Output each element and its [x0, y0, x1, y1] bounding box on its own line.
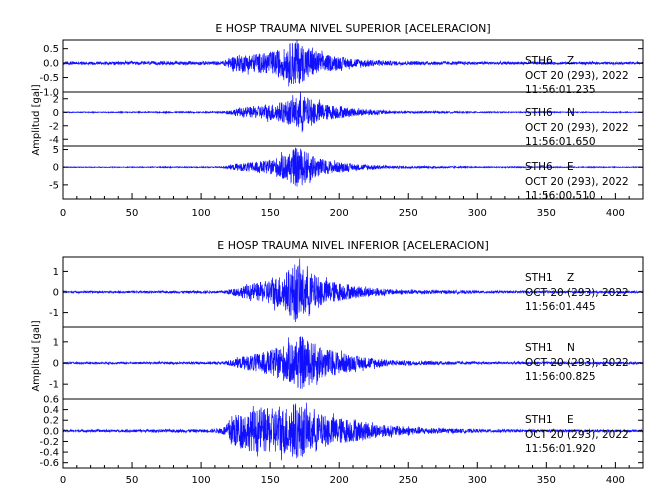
x-tick-label: 300 [468, 475, 487, 486]
y-tick-label: 2 [53, 94, 59, 105]
panel-sth1-z: -1 0 1 STH1 Z OCT 20 (293), 2022 11:56:01.445 [49, 256, 644, 328]
y-tick-label: 0 [53, 288, 59, 299]
station-label: STH1 [525, 342, 553, 354]
y-tick-label: 1 [53, 337, 59, 348]
time-label: 11:56:00.825 [525, 371, 596, 383]
x-tick-label: 350 [537, 208, 556, 219]
y-axis-label: Amplitud [gal] [31, 320, 42, 391]
x-tick-label: 250 [399, 475, 418, 486]
component-label: E [567, 161, 574, 173]
waveform-trace [62, 402, 644, 461]
chart-superior: E HOSP TRAUMA NIVEL SUPERIOR [ACELERACIO… [31, 22, 644, 219]
x-tick-label: 100 [192, 475, 211, 486]
y-tick-label: 5 [53, 145, 59, 156]
y-axis-label: Amplitud [gal] [31, 84, 42, 155]
y-tick-label: 1 [53, 267, 59, 278]
x-tick-label: 250 [399, 208, 418, 219]
x-tick-label: 200 [330, 208, 349, 219]
date-label: OCT 20 (293), 2022 [525, 70, 629, 82]
station-label: STH1 [525, 414, 553, 426]
y-tick-label: 0.4 [43, 405, 59, 416]
time-label: 11:56:01.650 [525, 136, 596, 148]
date-label: OCT 20 (293), 2022 [525, 429, 629, 441]
waveform-trace [62, 91, 644, 133]
x-tick-label: 100 [192, 208, 211, 219]
date-label: OCT 20 (293), 2022 [525, 287, 629, 299]
date-label: OCT 20 (293), 2022 [525, 357, 629, 369]
y-tick-label: 0.2 [43, 416, 59, 427]
y-tick-label: 0 [53, 108, 59, 119]
date-label: OCT 20 (293), 2022 [525, 122, 629, 134]
date-label: OCT 20 (293), 2022 [525, 176, 629, 188]
y-tick-label: -1.0 [39, 88, 59, 99]
component-label: N [567, 107, 575, 119]
y-tick-label: -0.4 [39, 448, 59, 459]
station-label: STH6 [525, 161, 553, 173]
time-label: 11:56:01.235 [525, 84, 596, 96]
station-label: STH6 [525, 55, 553, 67]
x-tick-label: 50 [126, 475, 139, 486]
y-tick-label: -0.6 [39, 458, 59, 469]
x-tick-label: 0 [60, 208, 66, 219]
y-tick-label: -0.5 [39, 73, 59, 84]
chart-root: E HOSP TRAUMA NIVEL SUPERIOR [ACELERACIO… [31, 22, 644, 486]
y-tick-label: 0.0 [43, 59, 59, 70]
y-tick-label: 0.5 [43, 44, 59, 55]
panel-sth1-n: -1 0 1 STH1 N OCT 20 (293), 2022 11:56:00.825 [49, 326, 644, 400]
component-label: E [567, 414, 574, 426]
y-tick-label: -1 [49, 308, 59, 319]
y-tick-label: -4 [49, 135, 59, 146]
waveform-trace [62, 147, 644, 187]
y-tick-label: 0 [53, 359, 59, 370]
component-label: N [567, 342, 575, 354]
panel-sth6-z: -1.0 -0.5 0.0 0.5 STH6 Z OCT 20 (293), 2022 11:… [39, 39, 644, 99]
waveform-trace [62, 40, 644, 87]
x-tick-label: 350 [537, 475, 556, 486]
x-tick-label: 300 [468, 208, 487, 219]
x-tick-label: 400 [606, 208, 625, 219]
chart-title: E HOSP TRAUMA NIVEL INFERIOR [ACELERACIO… [217, 239, 488, 252]
station-label: STH1 [525, 272, 553, 284]
component-label: Z [567, 55, 574, 67]
station-label: STH6 [525, 107, 553, 119]
x-tick-label: 150 [261, 475, 280, 486]
chart-title: E HOSP TRAUMA NIVEL SUPERIOR [ACELERACIO… [215, 22, 490, 35]
waveform-trace [62, 336, 644, 389]
panel-sth1-e: -0.6-0.4-0.20.00.20.40.6 STH1 E OCT 20 (293… [39, 395, 644, 469]
x-tick-label: 150 [261, 208, 280, 219]
time-label: 11:56:01.445 [525, 301, 596, 313]
waveform-trace [62, 258, 644, 323]
panel-sth6-n: -4 -2 0 2 STH6 N OCT 20 (293), 2022 11:56:01.65… [49, 91, 644, 148]
y-tick-label: -2 [49, 121, 59, 132]
chart-inferior: E HOSP TRAUMA NIVEL INFERIOR [ACELERACIO… [31, 239, 644, 486]
component-label: Z [567, 272, 574, 284]
y-tick-label: 0 [53, 163, 59, 174]
x-tick-label: 0 [60, 475, 66, 486]
y-tick-label: -1 [49, 380, 59, 391]
y-tick-label: 0.6 [43, 395, 59, 406]
y-tick-label: 0.0 [43, 426, 59, 437]
x-tick-label: 50 [126, 208, 139, 219]
x-tick-label: 200 [330, 475, 349, 486]
time-label: 11:56:01.920 [525, 443, 596, 455]
y-tick-label: -5 [49, 180, 59, 191]
y-tick-label: -0.2 [39, 437, 59, 448]
x-tick-label: 400 [606, 475, 625, 486]
